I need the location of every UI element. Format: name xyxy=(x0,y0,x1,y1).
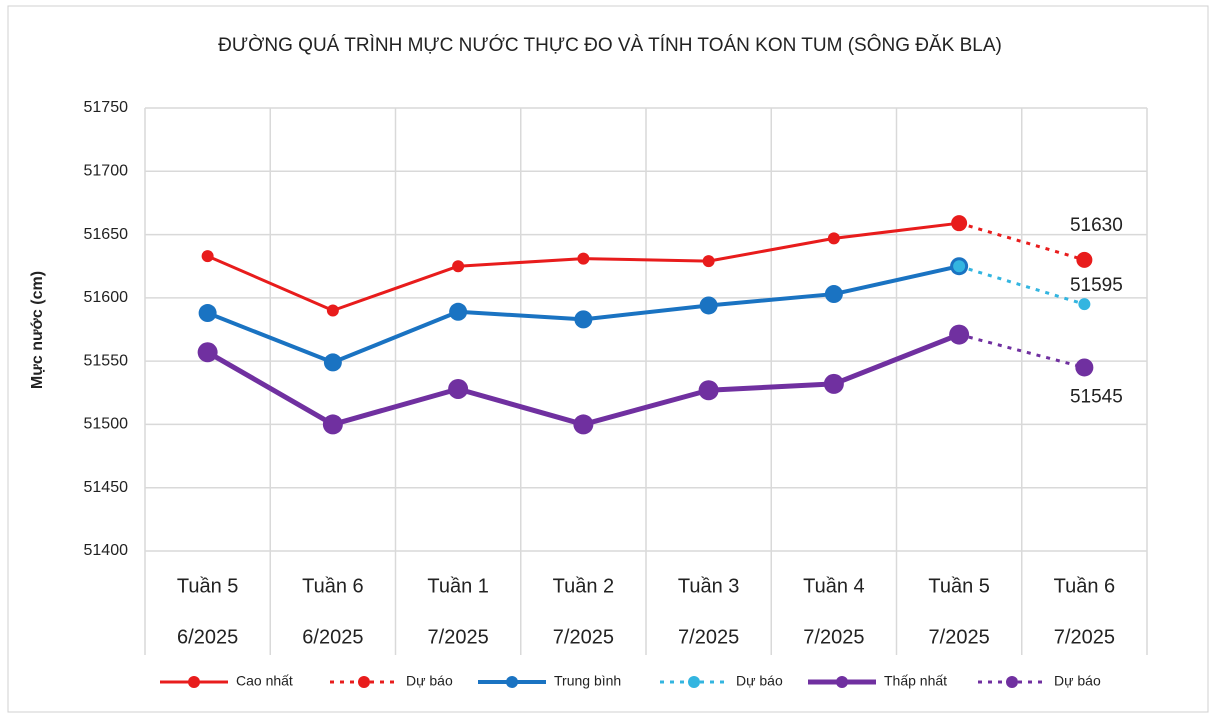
marker xyxy=(449,302,468,321)
data-label: 51545 xyxy=(1070,386,1123,407)
y-tick-label: 51750 xyxy=(84,99,129,116)
marker xyxy=(1078,298,1091,311)
marker xyxy=(448,378,469,399)
y-tick-label: 51550 xyxy=(84,352,129,369)
x-tick-label: 7/2025 xyxy=(678,626,739,648)
marker xyxy=(452,260,465,273)
chart-title: ĐƯỜNG QUÁ TRÌNH MỰC NƯỚC THỰC ĐO VÀ TÍNH… xyxy=(218,34,1002,56)
marker xyxy=(1076,251,1093,268)
x-tick-label: Tuần 6 xyxy=(1054,575,1116,597)
marker xyxy=(824,285,843,304)
marker xyxy=(574,310,593,329)
marker xyxy=(323,353,342,372)
x-tick-label: 7/2025 xyxy=(428,626,489,648)
x-tick-label: 6/2025 xyxy=(302,626,363,648)
legend-label: Dự báo xyxy=(1054,673,1101,689)
marker xyxy=(699,296,718,315)
marker xyxy=(823,373,844,394)
legend-label: Thấp nhất xyxy=(884,673,947,689)
y-tick-label: 51450 xyxy=(84,479,129,496)
marker xyxy=(197,342,218,363)
legend-marker xyxy=(1006,676,1018,688)
marker xyxy=(326,304,339,317)
marker xyxy=(322,414,343,435)
marker xyxy=(201,250,214,263)
series-line xyxy=(958,221,1085,262)
x-tick-label: Tuần 4 xyxy=(803,575,865,597)
legend-label: Dự báo xyxy=(406,673,453,689)
series-line xyxy=(958,333,1085,369)
legend-marker xyxy=(188,676,200,688)
x-tick-label: Tuần 5 xyxy=(177,575,239,597)
marker xyxy=(950,325,969,344)
marker xyxy=(698,380,719,401)
series-line xyxy=(958,264,1085,306)
legend-marker xyxy=(836,676,848,688)
y-axis-title: Mực nước (cm) xyxy=(29,271,46,389)
x-tick-label: 7/2025 xyxy=(553,626,614,648)
legend-marker xyxy=(506,676,518,688)
y-tick-label: 51600 xyxy=(84,289,129,306)
y-tick-label: 51500 xyxy=(84,416,129,433)
marker xyxy=(198,304,217,323)
x-tick-label: Tuần 3 xyxy=(678,575,740,597)
y-tick-label: 51400 xyxy=(84,542,129,559)
marker xyxy=(953,260,966,273)
chart-border xyxy=(7,5,1209,713)
x-tick-label: 6/2025 xyxy=(177,626,238,648)
marker xyxy=(577,252,590,265)
data-label: 51630 xyxy=(1070,215,1123,236)
legend-label: Trung bình xyxy=(554,673,621,689)
marker xyxy=(827,232,840,245)
x-tick-label: Tuần 5 xyxy=(928,575,990,597)
marker xyxy=(1075,358,1094,377)
x-tick-label: 7/2025 xyxy=(1054,626,1115,648)
x-tick-label: Tuần 2 xyxy=(553,575,615,597)
y-tick-label: 51700 xyxy=(84,163,129,180)
x-tick-label: 7/2025 xyxy=(929,626,990,648)
y-tick-label: 51650 xyxy=(84,226,129,243)
legend-marker xyxy=(358,676,370,688)
data-label: 51595 xyxy=(1070,275,1123,296)
x-tick-label: Tuần 1 xyxy=(427,575,489,597)
legend-marker xyxy=(688,676,700,688)
marker xyxy=(951,215,968,232)
x-tick-label: Tuần 6 xyxy=(302,575,364,597)
marker xyxy=(573,414,594,435)
legend-label: Cao nhất xyxy=(236,673,293,689)
x-tick-label: 7/2025 xyxy=(803,626,864,648)
marker xyxy=(702,255,715,268)
legend-label: Dự báo xyxy=(736,673,783,689)
